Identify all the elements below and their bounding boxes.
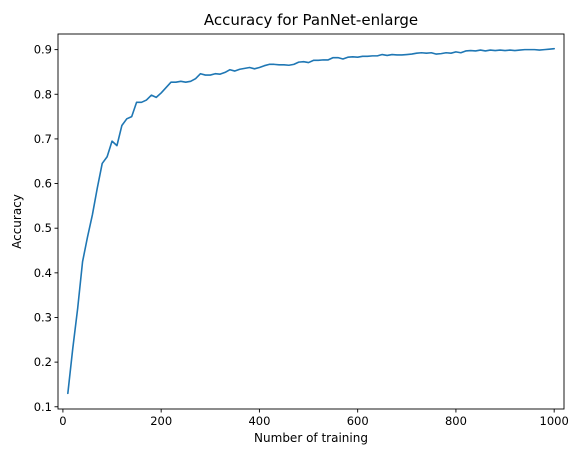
y-tick-label: 0.3 — [34, 310, 52, 324]
x-tick-label: 1000 — [540, 414, 569, 428]
y-tick-label: 0.6 — [34, 177, 52, 191]
x-tick-label: 0 — [59, 414, 66, 428]
y-tick-label: 0.5 — [34, 221, 52, 235]
x-tick-label: 400 — [248, 414, 270, 428]
y-tick-label: 0.9 — [34, 43, 52, 57]
x-tick-label: 200 — [150, 414, 172, 428]
x-tick-label: 600 — [347, 414, 369, 428]
y-tick-label: 0.7 — [34, 132, 52, 146]
plot-frame — [57, 33, 565, 410]
y-tick-label: 0.8 — [34, 87, 52, 101]
y-axis: 0.1 0.2 0.3 0.4 0.5 0.6 0.7 0.8 0.9 — [34, 43, 58, 414]
series-line — [67, 47, 555, 395]
x-axis-label: Number of training — [254, 431, 368, 445]
y-tick-label: 0.2 — [34, 355, 52, 369]
x-axis: 0 200 400 600 800 1000 — [59, 409, 569, 428]
x-tick-label: 800 — [445, 414, 467, 428]
y-tick-label: 0.4 — [34, 266, 52, 280]
y-tick-label: 0.1 — [34, 400, 52, 414]
y-axis-label: Accuracy — [10, 194, 24, 249]
chart-title: Accuracy for PanNet-enlarge — [204, 11, 418, 29]
